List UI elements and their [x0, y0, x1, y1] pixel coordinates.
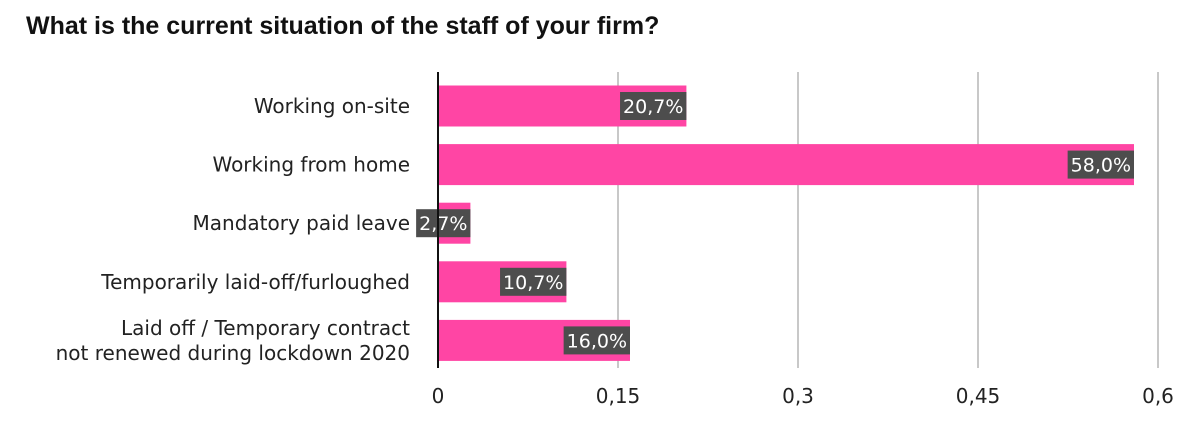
data-label-bg [1067, 150, 1134, 179]
data-label: 10,7% [500, 267, 567, 296]
data-label-bg [500, 267, 567, 296]
x-tick-label: 0,45 [956, 384, 1001, 408]
x-tick-label: 0,15 [596, 384, 641, 408]
data-label-bg [563, 326, 630, 355]
data-label-text: 10,7% [503, 272, 563, 294]
chart-title: What is the current situation of the sta… [26, 12, 660, 40]
data-label: 58,0% [1067, 150, 1134, 179]
category-label: Working on-site [254, 94, 410, 118]
data-label: 2,7% [416, 209, 471, 238]
data-label: 20,7% [620, 92, 687, 120]
data-label-text: 20,7% [623, 96, 683, 118]
category-label: not renewed during lockdown 2020 [56, 341, 410, 365]
category-label: Working from home [212, 153, 410, 177]
category-label: Mandatory paid leave [193, 211, 410, 235]
data-label-bg [620, 92, 687, 120]
x-tick-label: 0,3 [782, 384, 814, 408]
data-label: 16,0% [563, 326, 630, 355]
bar [438, 144, 1134, 186]
data-label-text: 2,7% [419, 213, 467, 235]
x-tick-label: 0 [432, 384, 445, 408]
data-label-text: 58,0% [1071, 155, 1131, 177]
data-label-text: 16,0% [567, 330, 627, 352]
category-label: Temporarily laid-off/furloughed [100, 270, 410, 294]
category-label: Laid off / Temporary contract [121, 316, 410, 340]
data-label-bg [416, 209, 471, 238]
x-tick-label: 0,6 [1142, 384, 1174, 408]
